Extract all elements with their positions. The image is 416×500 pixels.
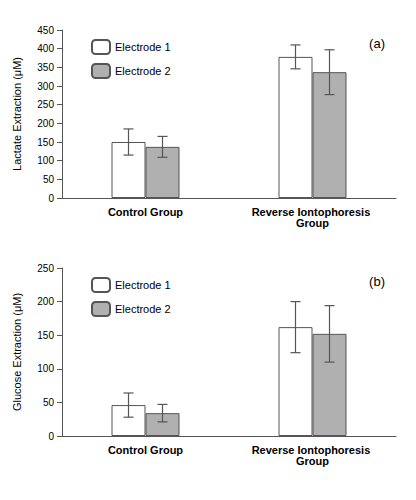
svg-text:Reverse Iontophoresis: Reverse Iontophoresis — [251, 443, 374, 456]
svg-text:Electrode 2: Electrode 2 — [115, 65, 171, 77]
svg-text:150: 150 — [37, 330, 54, 341]
svg-text:300: 300 — [37, 81, 54, 92]
svg-text:Electrode 1: Electrode 1 — [115, 279, 171, 291]
svg-text:50: 50 — [43, 174, 55, 185]
svg-text:250: 250 — [37, 263, 54, 274]
svg-text:450: 450 — [37, 25, 54, 36]
svg-text:100: 100 — [37, 155, 54, 166]
svg-text:100: 100 — [37, 363, 54, 374]
svg-text:250: 250 — [37, 99, 54, 110]
svg-text:Control Group: Control Group — [108, 206, 183, 218]
svg-text:400: 400 — [37, 43, 54, 54]
svg-text:Electrode 1: Electrode 1 — [115, 41, 171, 53]
svg-text:Group: Group — [296, 455, 329, 467]
svg-text:Group: Group — [296, 217, 329, 229]
svg-text:50: 50 — [43, 397, 55, 408]
svg-text:200: 200 — [37, 296, 54, 307]
svg-text:200: 200 — [37, 118, 54, 129]
svg-text:Control Group: Control Group — [108, 444, 183, 456]
svg-text:Electrode 2: Electrode 2 — [115, 303, 171, 315]
svg-text:0: 0 — [48, 193, 54, 204]
svg-text:0: 0 — [48, 431, 54, 442]
svg-text:(b): (b) — [369, 274, 385, 289]
svg-text:150: 150 — [37, 137, 54, 148]
svg-text:Lactate Extraction (μM): Lactate Extraction (μM) — [11, 57, 23, 171]
svg-text:350: 350 — [37, 62, 54, 73]
svg-text:Glucose Extraction (μM): Glucose Extraction (μM) — [11, 293, 23, 411]
svg-text:(a): (a) — [369, 36, 385, 51]
svg-text:Reverse Iontophoresis: Reverse Iontophoresis — [251, 205, 374, 218]
